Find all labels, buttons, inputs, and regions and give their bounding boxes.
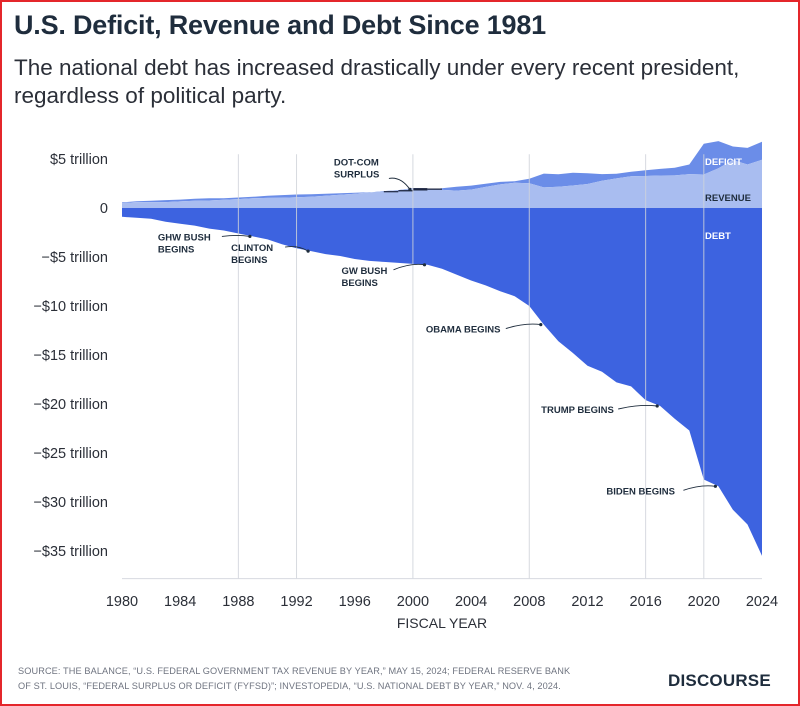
annotation-text: TRUMP BEGINS — [541, 405, 614, 416]
series-label-debt: DEBT — [705, 231, 731, 242]
annotation-text: GHW BUSH — [158, 232, 211, 243]
surplus-mark — [398, 190, 413, 192]
annotation-marker — [655, 404, 659, 408]
x-tick-label: 1996 — [339, 594, 371, 610]
annotation-marker — [539, 323, 543, 327]
y-tick-label: −$25 trillion — [33, 446, 108, 462]
annotation-text: BEGINS — [341, 278, 377, 289]
y-tick-label: 0 — [100, 201, 108, 217]
annotation-text: OBAMA BEGINS — [426, 325, 501, 336]
x-tick-label: 1980 — [106, 594, 138, 610]
annotation-text: CLINTON — [231, 243, 273, 254]
source-note: SOURCE: THE BALANCE, “U.S. FEDERAL GOVER… — [18, 664, 638, 694]
annotation-text: DOT-COM — [334, 157, 379, 168]
x-tick-label: 2024 — [746, 594, 778, 610]
revenue-area — [122, 159, 762, 208]
source-line-1: SOURCE: THE BALANCE, “U.S. FEDERAL GOVER… — [18, 666, 571, 676]
annotation-marker — [306, 249, 310, 253]
x-tick-label: 1988 — [222, 594, 254, 610]
annotation-text: BEGINS — [231, 255, 267, 266]
y-tick-label: −$20 trillion — [33, 397, 108, 413]
y-tick-label: −$15 trillion — [33, 348, 108, 364]
annotation-text: BEGINS — [158, 244, 194, 255]
annotation-text: GW BUSH — [341, 266, 387, 277]
annotation-text: BIDEN BEGINS — [606, 486, 675, 497]
source-line-2: OF ST. LOUIS, “FEDERAL SURPLUS OR DEFICI… — [18, 681, 561, 691]
x-tick-label: 2004 — [455, 594, 487, 610]
x-tick-label: 2016 — [630, 594, 662, 610]
series-label-revenue: REVENUE — [705, 193, 751, 204]
annotation-marker — [408, 187, 412, 191]
x-tick-label: 2012 — [571, 594, 603, 610]
y-tick-label: $5 trillion — [50, 152, 108, 168]
surplus-mark — [412, 188, 428, 191]
annotation-leader-line — [221, 234, 250, 237]
surplus-mark — [383, 191, 399, 193]
x-tick-label: 2020 — [688, 594, 720, 610]
annotation-leader-line — [393, 263, 425, 271]
annotation-leader-line — [505, 323, 541, 330]
y-tick-label: −$30 trillion — [33, 495, 108, 511]
surplus-mark — [427, 188, 442, 190]
debt-area — [122, 208, 762, 556]
x-axis-title: FISCAL YEAR — [397, 615, 487, 631]
annotation-leader-line — [285, 246, 309, 252]
brand-logo-text: DISCOURSE — [668, 671, 771, 690]
x-tick-label: 1984 — [164, 594, 196, 610]
chart-subtitle: The national debt has increased drastica… — [14, 55, 740, 108]
annotation-marker — [713, 484, 718, 488]
y-tick-label: −$35 trillion — [33, 544, 108, 560]
x-tick-label: 1992 — [280, 594, 312, 610]
y-tick-label: −$10 trillion — [33, 299, 108, 315]
x-tick-label: 2000 — [397, 594, 429, 610]
annotation-marker — [422, 263, 427, 267]
annotation-marker — [248, 234, 252, 238]
y-tick-label: −$5 trillion — [42, 250, 109, 266]
deficit-area — [122, 141, 762, 204]
annotation-leader-line — [618, 404, 658, 410]
annotation-leader-line — [388, 177, 411, 190]
series-label-deficit: DEFICIT — [705, 157, 742, 168]
annotation-leader-line — [683, 485, 716, 491]
x-tick-label: 2008 — [513, 594, 545, 610]
annotation-text: SURPLUS — [334, 169, 379, 180]
chart-title: U.S. Deficit, Revenue and Debt Since 198… — [14, 10, 546, 40]
